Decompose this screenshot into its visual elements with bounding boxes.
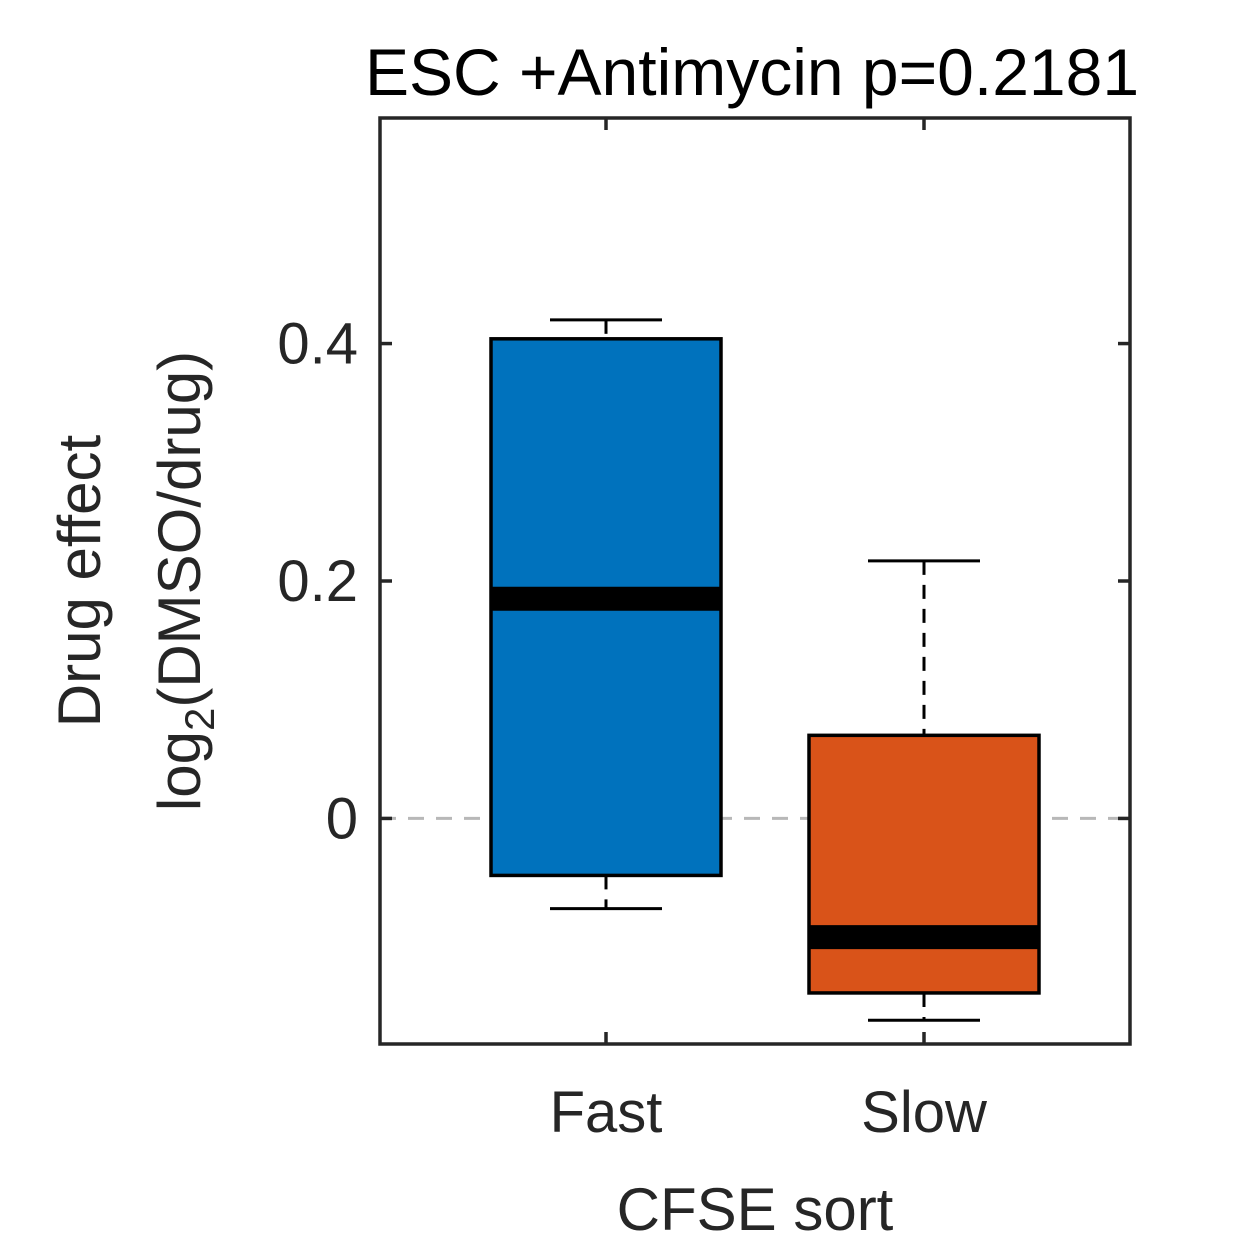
y-axis-label-subscript: 2 bbox=[176, 708, 223, 731]
y-tick-label: 0.4 bbox=[277, 312, 358, 377]
y-axis-label-ratio: (DMSO/drug) bbox=[146, 351, 213, 708]
tick-layer: 0 0.2 0.4 Fast Slow bbox=[277, 118, 1130, 1145]
x-axis-label: CFSE sort bbox=[617, 1176, 894, 1243]
box-layer bbox=[489, 318, 1041, 1022]
y-tick-label: 0 bbox=[326, 786, 358, 851]
y-axis-label-log: log bbox=[146, 731, 213, 811]
chart-title: ESC +Antimycin p=0.2181 bbox=[365, 35, 1139, 109]
y-tick-label: 0.2 bbox=[277, 549, 358, 614]
y-axis-label-line2: log2(DMSO/drug) bbox=[146, 351, 223, 811]
plot-area-frame bbox=[378, 116, 1132, 1046]
x-tick-label-slow: Slow bbox=[861, 1080, 988, 1145]
box-slow bbox=[807, 559, 1041, 1022]
iqr-box-slow bbox=[807, 733, 1041, 995]
x-tick-label-fast: Fast bbox=[550, 1080, 663, 1145]
box-fast bbox=[489, 318, 723, 911]
y-axis-label-line1: Drug effect bbox=[46, 434, 113, 727]
